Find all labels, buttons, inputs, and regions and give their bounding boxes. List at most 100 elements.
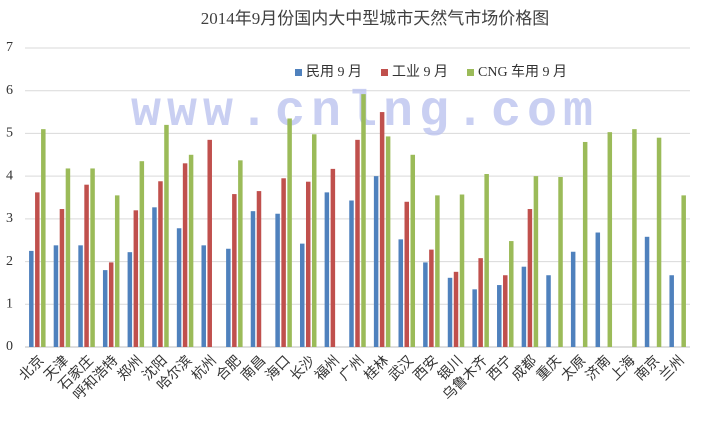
bar: [201, 245, 206, 347]
x-tick-label: 重庆: [534, 353, 565, 384]
x-tick-label: 成都: [509, 353, 540, 384]
bar: [410, 154, 416, 347]
bar: [281, 178, 286, 347]
bar: [521, 266, 527, 347]
bar: [139, 161, 145, 347]
y-tick-label: 1: [6, 297, 13, 312]
bar: [355, 139, 360, 347]
bar: [59, 209, 65, 347]
bar: [459, 194, 465, 347]
bar: [102, 270, 108, 347]
bar: [361, 94, 366, 347]
bar: [35, 192, 40, 347]
bar: [29, 250, 34, 347]
bar: [453, 271, 459, 347]
bar: [423, 262, 428, 347]
y-tick-label: 7: [6, 40, 13, 55]
x-tick-label: 西安: [410, 353, 441, 384]
x-tick-label: 上海: [607, 353, 638, 384]
bar: [379, 112, 385, 347]
bar: [65, 168, 71, 347]
x-tick-label: 西宁: [484, 352, 516, 384]
bar: [632, 129, 637, 347]
bar: [232, 194, 237, 347]
bar: [484, 174, 489, 347]
legend-swatch: [295, 69, 302, 76]
x-tick-label: 长沙: [287, 353, 318, 384]
bar: [497, 285, 502, 347]
bar: [595, 232, 601, 347]
x-tick-label: 海口: [263, 353, 294, 384]
bar: [472, 289, 477, 347]
bar: [330, 168, 336, 347]
bar: [176, 228, 182, 347]
legend-label: 工业 9 月: [392, 64, 448, 80]
bar: [385, 136, 391, 347]
bar: [546, 275, 551, 347]
x-tick-label: 桂林: [361, 353, 392, 384]
x-tick-label: 兰州: [657, 353, 688, 384]
bar: [644, 236, 650, 347]
bar: [299, 243, 305, 347]
bar: [238, 160, 243, 347]
bar: [558, 176, 563, 347]
bar: [607, 132, 613, 347]
bar: [78, 245, 83, 347]
bar: [256, 191, 262, 347]
bar: [127, 252, 133, 347]
bar: [373, 176, 379, 347]
bar: [133, 210, 139, 347]
bar: [41, 129, 46, 347]
bar: [108, 262, 114, 347]
bar: [53, 245, 59, 347]
x-tick-label: 广州: [336, 353, 367, 384]
y-tick-label: 4: [6, 168, 13, 183]
bar: [509, 241, 514, 347]
x-tick-label: 北京: [16, 353, 47, 384]
bar: [311, 134, 317, 347]
x-tick-label: 南昌: [238, 353, 269, 384]
x-tick-label: 杭州: [189, 353, 220, 384]
bar: [182, 163, 188, 347]
bar: [226, 248, 231, 347]
x-tick-label: 南京: [632, 353, 663, 384]
bar: [90, 168, 95, 347]
x-tick-label: 郑州: [115, 353, 146, 384]
bar: [478, 258, 483, 347]
bar: [158, 181, 163, 347]
bar: [349, 200, 354, 347]
x-tick-label: 武汉: [386, 353, 417, 384]
bar: [324, 192, 330, 347]
bar: [398, 239, 404, 347]
bar: [435, 195, 440, 347]
x-tick-label: 合肥: [213, 353, 244, 384]
bar: [84, 184, 89, 347]
legend-swatch: [467, 69, 474, 76]
bar: [503, 275, 508, 347]
bar: [656, 137, 662, 347]
y-tick-label: 0: [6, 339, 13, 354]
y-tick-label: 3: [6, 211, 13, 226]
bar: [188, 154, 194, 347]
x-tick-label: 太原: [558, 353, 589, 384]
bar: [114, 195, 120, 347]
bar: [669, 275, 674, 347]
bar: [582, 141, 588, 347]
bar: [447, 277, 453, 347]
chart-title: 2014年9月份国内大中型城市天然气市场价格图: [201, 9, 550, 28]
bar: [207, 139, 212, 347]
bar: [570, 251, 576, 347]
bar: [681, 195, 686, 347]
bar: [527, 209, 533, 347]
y-tick-label: 6: [6, 83, 13, 98]
bar: [533, 176, 539, 347]
legend-swatch: [381, 69, 388, 76]
y-tick-label: 2: [6, 254, 13, 269]
y-tick-label: 5: [6, 126, 13, 141]
bar: [404, 201, 410, 347]
x-tick-label: 济南: [583, 353, 614, 384]
bar: [250, 211, 256, 347]
x-tick-label: 福州: [312, 353, 343, 384]
bar: [305, 181, 311, 347]
